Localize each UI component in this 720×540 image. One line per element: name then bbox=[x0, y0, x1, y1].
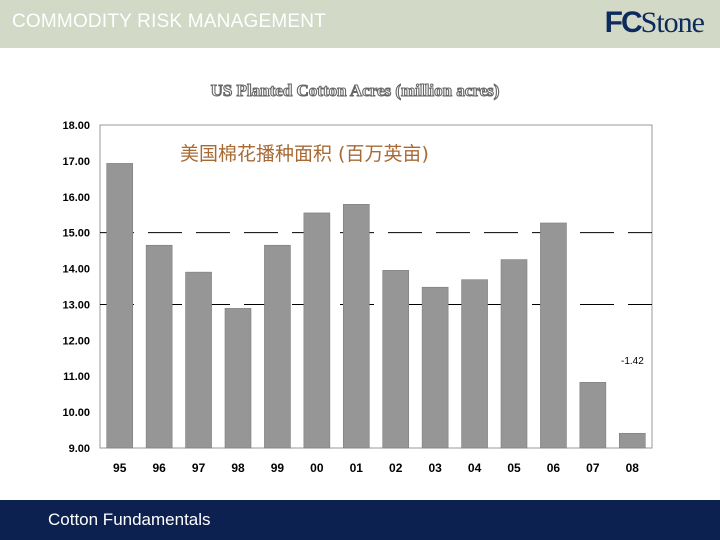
bar bbox=[500, 259, 528, 449]
x-tick-label: 03 bbox=[428, 461, 442, 475]
bar bbox=[579, 382, 607, 449]
y-tick-label: 13.00 bbox=[62, 299, 90, 311]
change-annotation: -1.42 bbox=[621, 356, 644, 367]
plot-frame bbox=[99, 124, 653, 449]
y-tick-label: 18.00 bbox=[62, 120, 90, 132]
header-title: COMMODITY RISK MANAGEMENT bbox=[12, 11, 326, 32]
x-tick-label: 98 bbox=[231, 461, 245, 475]
bar bbox=[264, 244, 291, 449]
x-tick-label: 00 bbox=[310, 461, 324, 475]
bar bbox=[540, 222, 567, 449]
chart-subtitle: 美国棉花播种面积 (百万英亩) bbox=[180, 143, 429, 165]
y-tick-label: 17.00 bbox=[62, 156, 90, 168]
bar bbox=[421, 286, 449, 449]
x-tick-label: 96 bbox=[152, 461, 166, 475]
y-tick-label: 9.00 bbox=[69, 443, 90, 455]
x-tick-label: 97 bbox=[192, 461, 206, 475]
y-tick-label: 14.00 bbox=[62, 264, 90, 276]
bar bbox=[224, 308, 252, 449]
x-tick-label: 01 bbox=[350, 461, 364, 475]
bar-chart: 18.00 17.00 16.00 15.00 14.00 13.00 12.00 11.00… bbox=[62, 120, 653, 475]
chart-title: US Planted Cotton Acres (million acres) bbox=[210, 80, 500, 100]
y-tick-label: 10.00 bbox=[62, 407, 90, 419]
bar bbox=[461, 279, 488, 449]
bar bbox=[145, 244, 173, 449]
bar bbox=[185, 271, 212, 449]
x-tick-label: 95 bbox=[113, 461, 127, 475]
fcstone-logo: FCStone bbox=[604, 6, 705, 39]
bar bbox=[382, 270, 410, 449]
bar bbox=[303, 212, 331, 449]
x-tick-label: 08 bbox=[626, 461, 640, 475]
x-tick-label: 06 bbox=[547, 461, 561, 475]
footer-text: Cotton Fundamentals bbox=[48, 510, 211, 529]
y-tick-label: 15.00 bbox=[62, 228, 90, 240]
footer-bar: Cotton Fundamentals bbox=[0, 500, 720, 540]
x-tick-label: 07 bbox=[586, 461, 600, 475]
y-tick-label: 11.00 bbox=[63, 371, 90, 383]
bar bbox=[342, 204, 370, 449]
x-tick-label: 99 bbox=[271, 461, 285, 475]
header-bar: COMMODITY RISK MANAGEMENT FCStone bbox=[0, 0, 720, 48]
y-tick-label: 16.00 bbox=[62, 192, 90, 204]
x-tick-label: 02 bbox=[389, 461, 403, 475]
y-tick-label: 12.00 bbox=[62, 335, 90, 347]
bar bbox=[106, 163, 134, 449]
x-tick-label: 05 bbox=[507, 461, 521, 475]
x-tick-label: 04 bbox=[468, 461, 482, 475]
bar bbox=[618, 432, 646, 449]
